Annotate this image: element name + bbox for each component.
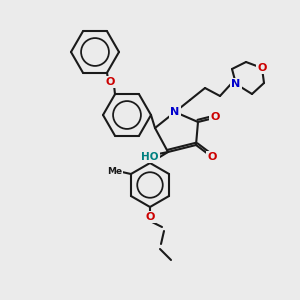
Text: Me: Me bbox=[107, 167, 122, 176]
Text: N: N bbox=[170, 107, 180, 117]
Text: O: O bbox=[210, 112, 220, 122]
Text: O: O bbox=[207, 152, 217, 162]
Text: N: N bbox=[231, 79, 241, 89]
Text: HO: HO bbox=[141, 152, 159, 162]
Text: O: O bbox=[145, 212, 155, 222]
Text: O: O bbox=[257, 63, 267, 73]
Text: O: O bbox=[105, 77, 115, 87]
